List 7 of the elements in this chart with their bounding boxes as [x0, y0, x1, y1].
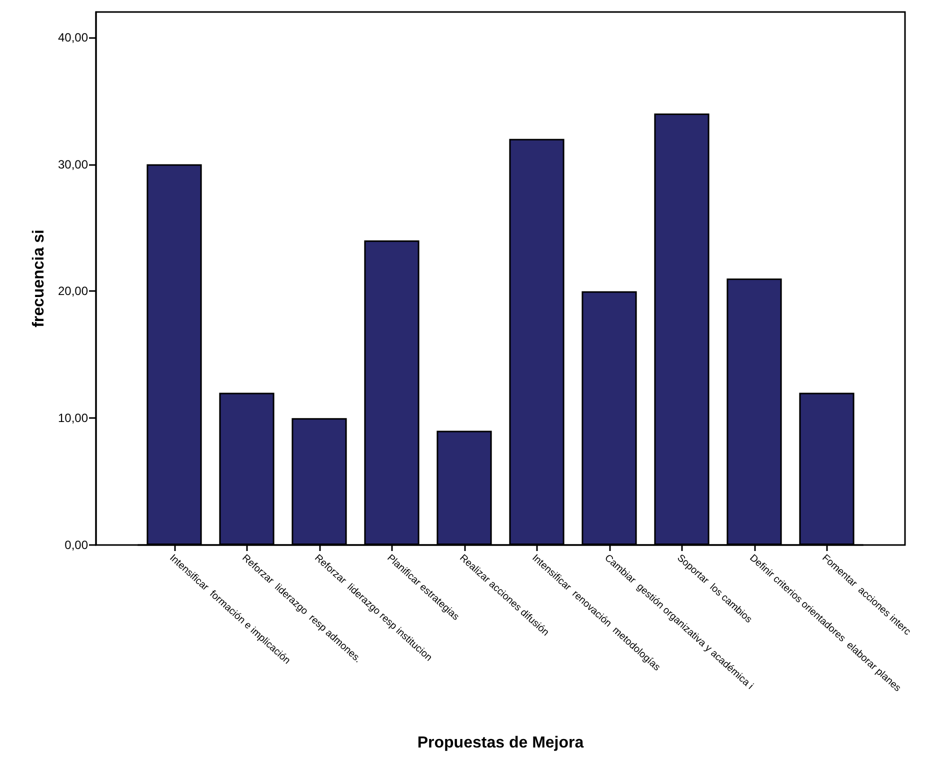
y-tick-label: 0,00: [64, 538, 88, 552]
y-tick-label: 30,00: [58, 157, 88, 172]
y-tick-label: 10,00: [58, 411, 88, 426]
y-tick-label: 40,00: [58, 30, 88, 44]
y-tick-label: 20,00: [58, 284, 88, 298]
x-axis-title: Propuestas de Mejora: [417, 734, 584, 752]
y-axis-title: frecuencia si: [30, 230, 48, 328]
